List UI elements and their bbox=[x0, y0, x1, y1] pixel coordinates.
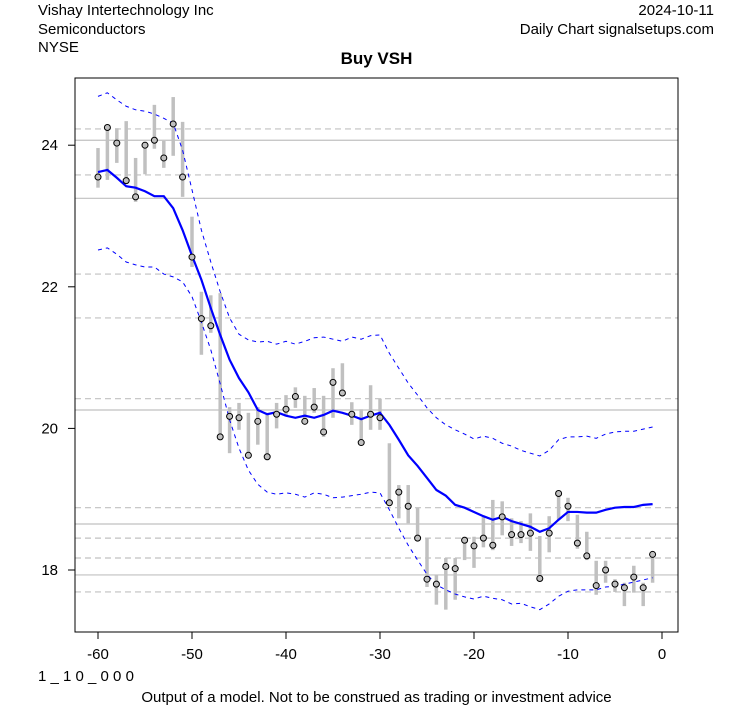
close-point bbox=[254, 417, 262, 425]
close-point bbox=[611, 580, 619, 588]
close-point bbox=[649, 550, 657, 558]
close-point bbox=[545, 529, 553, 537]
close-point bbox=[432, 580, 440, 588]
close-point bbox=[555, 490, 563, 498]
close-point bbox=[423, 575, 431, 583]
close-point bbox=[197, 315, 205, 323]
y-tick-label: 22 bbox=[41, 279, 58, 296]
close-point bbox=[620, 584, 628, 592]
close-point bbox=[282, 405, 290, 413]
moving-average-line bbox=[97, 168, 653, 533]
close-point bbox=[150, 136, 158, 144]
close-point bbox=[357, 439, 365, 447]
sector-label: Semiconductors bbox=[38, 21, 146, 38]
close-point bbox=[498, 513, 506, 521]
x-tick-label: -40 bbox=[275, 646, 297, 663]
close-point bbox=[573, 539, 581, 547]
plot-frame bbox=[74, 77, 679, 633]
close-point bbox=[508, 531, 516, 539]
close-point bbox=[244, 451, 252, 459]
y-tick-label: 18 bbox=[41, 562, 58, 579]
close-point bbox=[113, 139, 121, 147]
disclaimer: Output of a model. Not to be construed a… bbox=[141, 689, 612, 706]
exchange-label: NYSE bbox=[38, 39, 79, 56]
close-point bbox=[479, 534, 487, 542]
close-point bbox=[461, 536, 469, 544]
x-tick-label: -50 bbox=[181, 646, 203, 663]
y-tick-label: 20 bbox=[41, 420, 58, 437]
close-point bbox=[489, 541, 497, 549]
close-point bbox=[451, 565, 459, 573]
chart-title: Buy VSH bbox=[340, 49, 413, 68]
company-name: Vishay Intertechnology Inc bbox=[38, 2, 214, 19]
close-point bbox=[602, 566, 610, 574]
close-point bbox=[338, 389, 346, 397]
close-point bbox=[188, 253, 196, 261]
chart-date: 2024-10-11 bbox=[638, 2, 714, 19]
close-point bbox=[376, 414, 384, 422]
close-point bbox=[94, 173, 102, 181]
close-point bbox=[169, 120, 177, 128]
close-point bbox=[414, 534, 422, 542]
x-tick-label: -30 bbox=[369, 646, 391, 663]
upper-band-line bbox=[97, 92, 653, 457]
model-code: 1 _ 1 0 _ 0 0 0 bbox=[38, 668, 134, 685]
close-point bbox=[320, 428, 328, 436]
y-tick-label: 24 bbox=[41, 137, 58, 154]
close-point bbox=[564, 502, 572, 510]
close-point bbox=[630, 573, 638, 581]
close-point bbox=[583, 552, 591, 560]
close-point bbox=[216, 433, 224, 441]
close-point bbox=[122, 177, 130, 185]
close-point bbox=[517, 531, 525, 539]
close-point bbox=[263, 453, 271, 461]
close-point bbox=[103, 124, 111, 131]
x-tick-label: -10 bbox=[557, 646, 579, 663]
close-point bbox=[536, 574, 544, 582]
close-point bbox=[385, 499, 393, 507]
close-point bbox=[179, 173, 187, 181]
close-point bbox=[592, 582, 600, 590]
close-point bbox=[291, 393, 299, 401]
chart-source: Daily Chart signalsetups.com bbox=[519, 21, 714, 38]
close-point bbox=[141, 141, 149, 149]
close-point bbox=[442, 562, 450, 570]
close-point bbox=[367, 410, 375, 418]
close-point bbox=[207, 322, 215, 330]
close-point bbox=[329, 378, 337, 386]
close-point bbox=[348, 410, 356, 418]
close-point bbox=[639, 584, 647, 592]
close-point bbox=[526, 529, 534, 537]
close-point bbox=[470, 542, 478, 550]
close-point bbox=[226, 412, 234, 420]
close-point bbox=[273, 410, 281, 418]
close-point bbox=[395, 488, 403, 496]
x-tick-label: -60 bbox=[87, 646, 109, 663]
close-point bbox=[132, 193, 140, 201]
close-point bbox=[235, 414, 243, 422]
close-point bbox=[310, 403, 318, 411]
close-point bbox=[160, 154, 168, 162]
close-point bbox=[404, 502, 412, 510]
lower-band-line bbox=[97, 247, 653, 611]
close-point bbox=[301, 417, 309, 425]
x-tick-label: 0 bbox=[658, 646, 666, 663]
x-tick-label: -20 bbox=[463, 646, 485, 663]
